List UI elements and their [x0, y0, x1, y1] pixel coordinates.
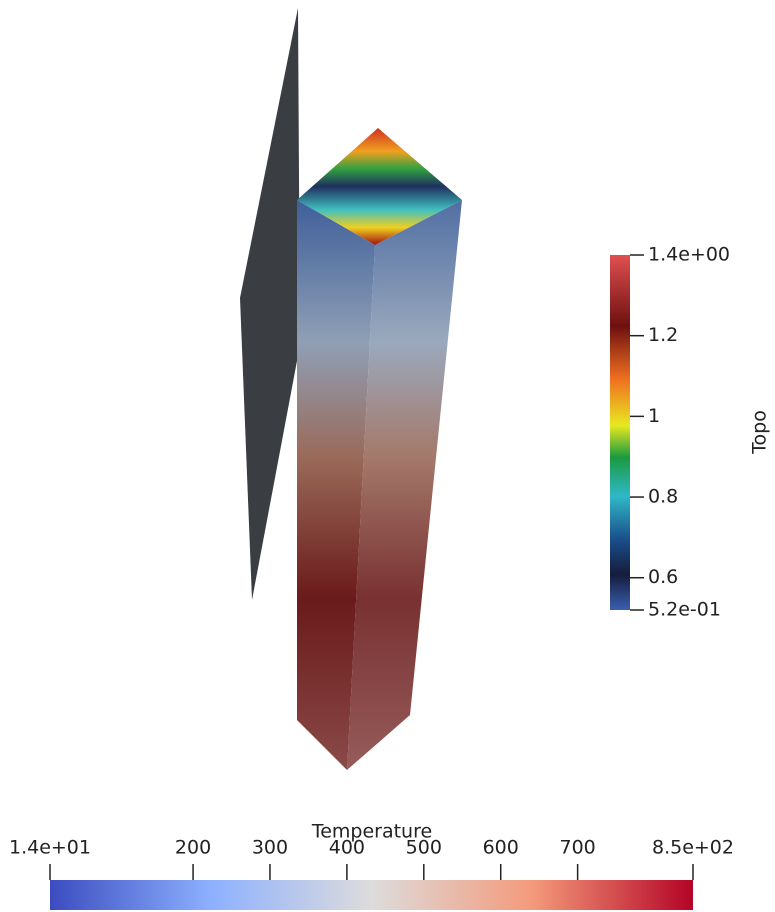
tick-label: 0.8 [648, 486, 678, 508]
tick-label: 5.2e-01 [648, 599, 721, 621]
tick-label: 200 [175, 837, 211, 859]
tick-label: 1.4e+00 [648, 244, 730, 266]
tick-label: 500 [406, 837, 442, 859]
tick-label: 1.4e+01 [9, 837, 91, 859]
colorbar-title: Topo [749, 410, 771, 455]
topo-colorbar [610, 255, 630, 610]
tick-label: 1.2 [648, 324, 678, 346]
tick-label: 600 [483, 837, 519, 859]
tick-label: 8.5e+02 [652, 837, 734, 859]
tick-label: 400 [329, 837, 365, 859]
temperature-colorbar [50, 880, 693, 910]
tick-label: 0.6 [648, 566, 678, 588]
plane [240, 8, 300, 600]
render-view: Temperature Topo 1.4e+012003004005006007… [0, 0, 775, 912]
tick-label: 1 [648, 405, 660, 427]
tick-label: 700 [559, 837, 595, 859]
tick-label: 300 [252, 837, 288, 859]
